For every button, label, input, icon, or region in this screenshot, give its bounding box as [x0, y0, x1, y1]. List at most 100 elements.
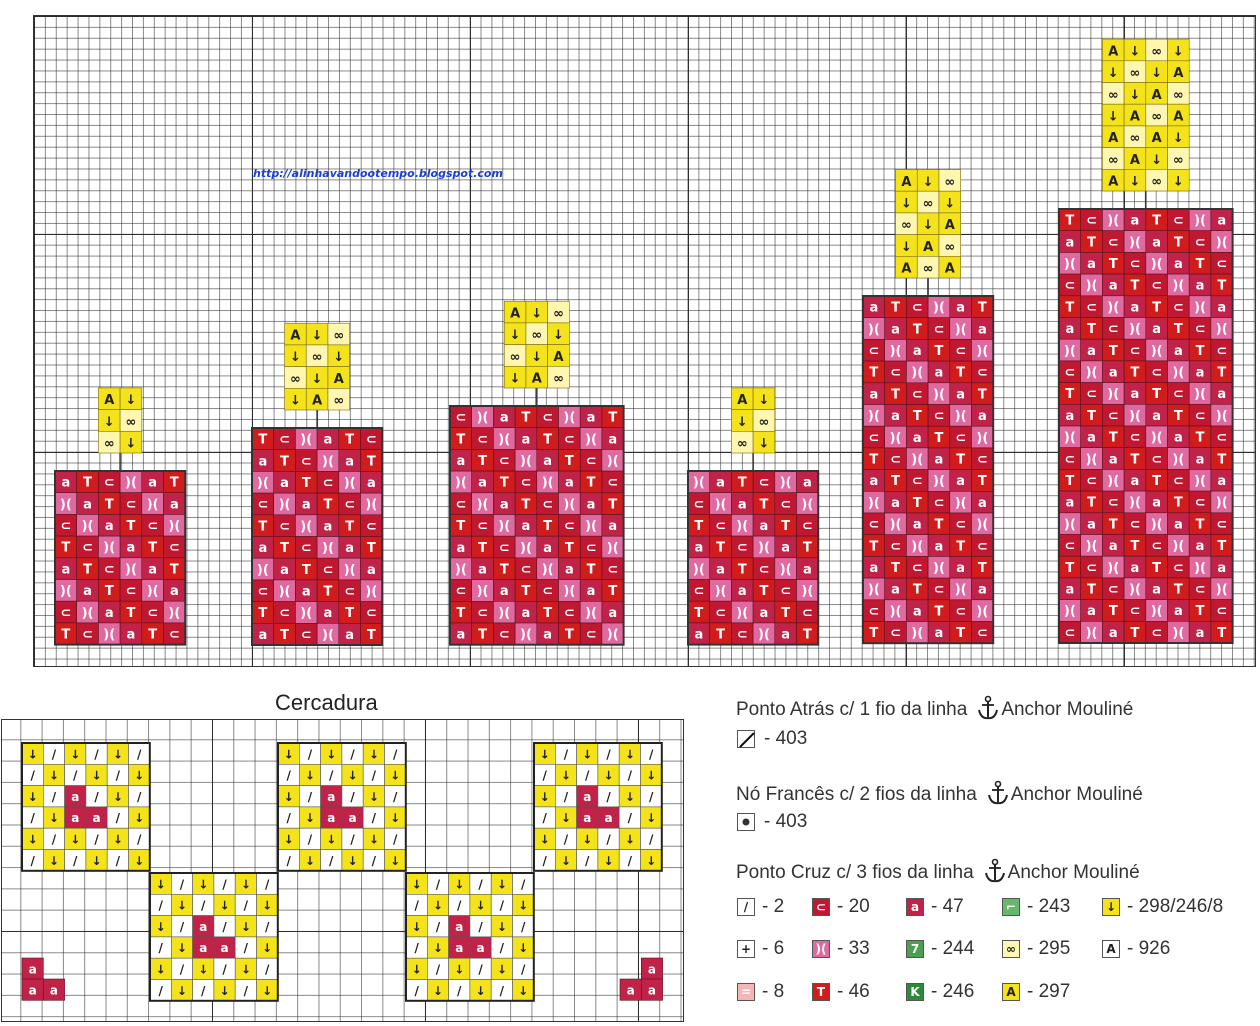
candle-symbol: )(: [1064, 344, 1076, 359]
candle-symbol: a: [587, 497, 596, 512]
candle-symbol: T: [302, 563, 311, 578]
candle-symbol: a: [803, 476, 812, 491]
flame-symbol: ↓: [333, 350, 344, 365]
candle-symbol: ⊂: [802, 606, 813, 621]
candle-symbol: )(: [103, 628, 115, 643]
candle-symbol: T: [913, 409, 922, 424]
candle-symbol: a: [543, 454, 552, 469]
candle-symbol: a: [1109, 366, 1118, 381]
candle-symbol: ⊂: [890, 626, 901, 641]
border-symbol: ↓: [305, 769, 315, 783]
candle-symbol: a: [61, 476, 70, 491]
candle-symbol: )(: [976, 518, 988, 533]
candle-symbol: )(: [520, 628, 532, 643]
candle-symbol: ⊂: [977, 453, 988, 468]
candle-symbol: T: [1087, 583, 1096, 598]
border-symbol: ↓: [412, 963, 422, 977]
border-symbol: /: [457, 899, 462, 913]
border-symbol: ↓: [177, 941, 187, 955]
candle-symbol: ⊂: [1086, 387, 1097, 402]
candle-symbol: )(: [1194, 561, 1206, 576]
candle-symbol: T: [565, 628, 574, 643]
candle-symbol: a: [1196, 452, 1205, 467]
flame-symbol: ↓: [944, 196, 955, 211]
candle-symbol: T: [760, 584, 769, 599]
border-symbol: ↓: [28, 790, 38, 804]
candle-symbol: ⊂: [455, 584, 466, 599]
flame-symbol: A: [1173, 66, 1183, 81]
candle-symbol: ⊂: [279, 519, 290, 534]
flame-symbol: ∞: [944, 175, 955, 190]
candle-symbol: a: [500, 584, 509, 599]
border-symbol: /: [457, 984, 462, 998]
candle-symbol: )(: [780, 562, 792, 577]
corner-symbol: a: [29, 962, 37, 976]
candle-symbol: ⊂: [1151, 279, 1162, 294]
candle-symbol: a: [258, 628, 267, 643]
border-symbol: /: [372, 854, 377, 868]
candle-symbol: T: [608, 584, 617, 599]
candle-symbol: ⊂: [1173, 561, 1184, 576]
candle-symbol: a: [1152, 235, 1161, 250]
border-symbol: ↓: [497, 963, 507, 977]
candle-symbol: a: [935, 539, 944, 554]
candle-symbol: T: [1174, 496, 1183, 511]
border-symbol: ↓: [284, 747, 294, 761]
border-symbol: /: [137, 833, 142, 847]
candle-symbol: )(: [585, 519, 597, 534]
border-symbol: /: [116, 854, 121, 868]
candle-symbol: a: [1087, 604, 1096, 619]
candle-symbol: T: [1152, 387, 1161, 402]
border-symbol: ↓: [177, 899, 187, 913]
border-symbol: ↓: [348, 854, 358, 868]
candle-symbol: a: [587, 584, 596, 599]
candle-symbol: )(: [1107, 561, 1119, 576]
legend-label: - 2: [762, 896, 785, 917]
candle-symbol: T: [956, 626, 965, 641]
candle-symbol: a: [1174, 517, 1183, 532]
candle-symbol: T: [1217, 279, 1226, 294]
candle-symbol: ⊂: [301, 628, 312, 643]
candle-symbol: )(: [868, 409, 880, 424]
flame-symbol: ∞: [1108, 153, 1119, 168]
border-symbol: /: [649, 790, 654, 804]
candle-symbol: T: [1109, 431, 1118, 446]
legend-symbol: ⌐: [1005, 900, 1017, 914]
candle-symbol: T: [324, 498, 333, 513]
legend-swatch: )(: [812, 940, 830, 958]
border-symbol: /: [201, 899, 206, 913]
border-symbol: ↓: [92, 769, 102, 783]
candle-symbol: T: [500, 563, 509, 578]
candle-symbol: ⊂: [693, 497, 704, 512]
candle-symbol: T: [1131, 452, 1140, 467]
candle-symbol: T: [913, 322, 922, 337]
candle-symbol: )(: [607, 454, 619, 469]
border-symbol: ↓: [113, 833, 123, 847]
candle-symbol: a: [83, 497, 92, 512]
candle-symbol: ⊂: [520, 476, 531, 491]
candle-symbol: ⊂: [564, 519, 575, 534]
candle-symbol: T: [1065, 300, 1074, 315]
border-symbol: a: [71, 811, 79, 825]
border-symbol: ↓: [476, 984, 486, 998]
border-symbol: ↓: [369, 747, 379, 761]
border-symbol: ↓: [134, 769, 144, 783]
candle-symbol: ⊂: [104, 562, 115, 577]
candle-symbol: T: [1174, 322, 1183, 337]
candle-symbol: ⊂: [82, 628, 93, 643]
flame-symbol: ↓: [1173, 175, 1184, 190]
border-symbol: ↓: [604, 769, 614, 783]
candle-symbol: a: [738, 497, 747, 512]
candle-symbol: )(: [1172, 626, 1184, 641]
flame-symbol: A: [1152, 88, 1162, 103]
flame-symbol: ↓: [901, 240, 912, 255]
candle-symbol: a: [956, 387, 965, 402]
border-symbol: ↓: [70, 747, 80, 761]
candle-symbol: T: [280, 541, 289, 556]
flame-symbol: ∞: [553, 306, 564, 321]
candle-symbol: T: [170, 562, 179, 577]
candle-symbol: )(: [1194, 474, 1206, 489]
flame-symbol: ↓: [1108, 66, 1119, 81]
border-symbol: ↓: [390, 811, 400, 825]
flame-symbol: ∞: [923, 262, 934, 277]
